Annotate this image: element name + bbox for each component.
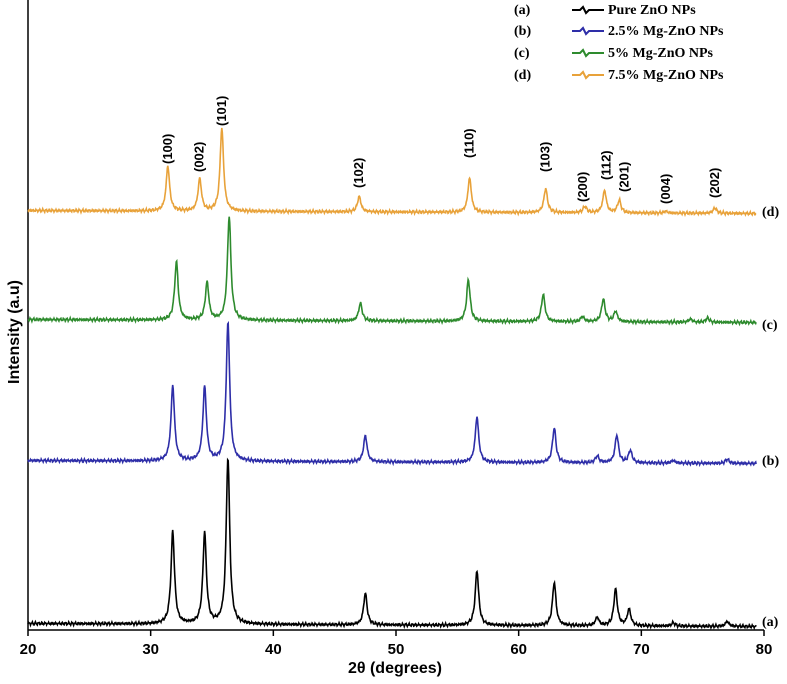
x-ticks: 20 30 40 50 60 70 80 xyxy=(20,630,773,658)
legend-label: 5% Mg-ZnO NPs xyxy=(608,46,714,61)
series-line-4 xyxy=(27,127,757,218)
peak-label: (004) xyxy=(658,174,673,204)
legend-item: (d) 7.5% Mg-ZnO NPs xyxy=(514,68,724,83)
peak-label: (112) xyxy=(599,150,614,180)
curve-label: (b) xyxy=(762,454,779,469)
xrd-curves xyxy=(27,127,757,631)
legend-letter: (b) xyxy=(514,24,531,39)
peak-label: (100) xyxy=(160,134,175,164)
peak-labels: (100) (002) (101) (102) (110) (103) (200) (112)… xyxy=(160,96,722,204)
peak-label: (201) xyxy=(616,162,631,192)
axes xyxy=(27,0,764,631)
legend-swatch xyxy=(572,26,604,36)
x-tick-label: 30 xyxy=(142,641,159,658)
legend-label: Pure ZnO NPs xyxy=(608,3,696,18)
peak-label: (110) xyxy=(462,128,477,158)
curve-label: (a) xyxy=(762,615,779,630)
peak-label: (101) xyxy=(214,96,229,126)
peak-label: (103) xyxy=(538,142,553,172)
x-tick-label: 70 xyxy=(633,641,650,658)
x-tick-label: 80 xyxy=(756,641,773,658)
peak-label: (102) xyxy=(351,158,366,188)
series-line-3 xyxy=(27,216,757,327)
legend-letter: (c) xyxy=(514,46,530,61)
curve-label: (d) xyxy=(762,205,779,220)
legend-letter: (a) xyxy=(514,3,531,18)
peak-label: (202) xyxy=(707,168,722,198)
peak-label: (200) xyxy=(575,172,590,202)
x-tick-label: 50 xyxy=(388,641,405,658)
legend-swatch xyxy=(572,5,604,15)
peak-label: (002) xyxy=(192,142,207,172)
x-tick-label: 60 xyxy=(510,641,527,658)
legend-label: 7.5% Mg-ZnO NPs xyxy=(608,68,724,83)
curve-labels: (a) (b) (c) (d) xyxy=(762,205,779,630)
x-tick-label: 20 xyxy=(20,641,37,658)
x-tick-label: 40 xyxy=(265,641,282,658)
legend-swatch xyxy=(572,48,604,58)
legend-letter: (d) xyxy=(514,68,531,83)
series-line-2 xyxy=(27,320,757,468)
y-axis-title: Intensity (a.u) xyxy=(6,280,23,384)
legend-label: 2.5% Mg-ZnO NPs xyxy=(608,24,724,39)
legend-item: (b) 2.5% Mg-ZnO NPs xyxy=(514,24,724,39)
curve-label: (c) xyxy=(762,318,778,333)
legend-item: (c) 5% Mg-ZnO NPs xyxy=(514,46,714,61)
legend-swatch xyxy=(572,70,604,80)
legend: (a) Pure ZnO NPs (b) 2.5% Mg-ZnO NPs (c) 5% M… xyxy=(514,3,724,83)
series-line-1 xyxy=(27,457,757,631)
legend-item: (a) Pure ZnO NPs xyxy=(514,3,696,18)
x-axis-title: 2θ (degrees) xyxy=(348,660,442,677)
